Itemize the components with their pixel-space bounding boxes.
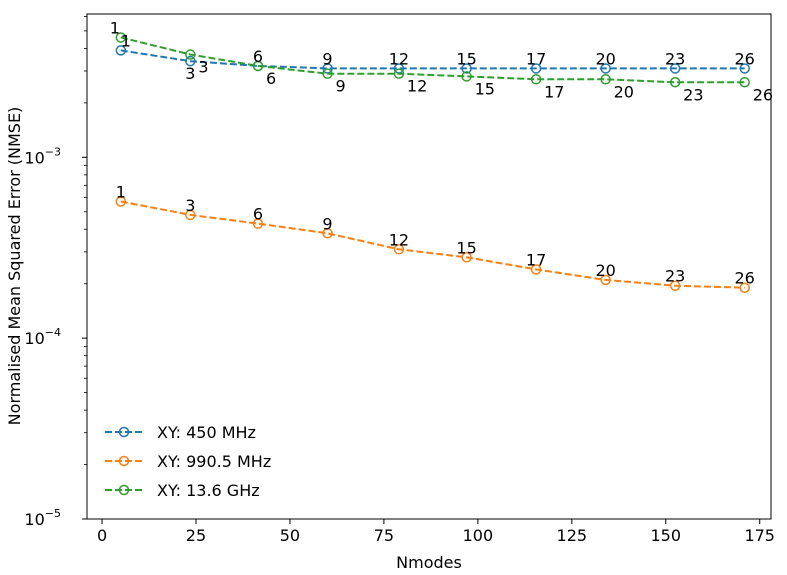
data-point <box>115 32 127 43</box>
data-point <box>393 68 405 79</box>
point-label: 3 <box>185 196 195 215</box>
y-tick-exponent: −4 <box>45 326 61 339</box>
data-point <box>252 218 264 229</box>
data-point <box>252 60 264 72</box>
point-label: 20 <box>614 82 634 101</box>
point-label: 6 <box>266 69 276 88</box>
x-tick-label: 0 <box>97 526 107 545</box>
point-label: 20 <box>595 261 615 280</box>
point-label: 1 <box>116 182 126 201</box>
x-tick-label: 125 <box>557 526 588 545</box>
legend: XY: 450 MHz XY: 990.5 MHz XY: 13.6 GHz <box>105 423 271 500</box>
y-tick-base: 10 <box>24 148 44 167</box>
x-tick-label: 100 <box>463 526 494 545</box>
data-point <box>461 63 472 74</box>
data-point <box>600 274 611 286</box>
data-point <box>115 196 127 207</box>
data-point <box>322 68 333 79</box>
point-label: 9 <box>322 49 332 68</box>
point-label: 1 <box>110 18 120 37</box>
y-tick-label: 10−5 <box>24 507 61 529</box>
series-layer <box>115 32 750 293</box>
data-point <box>739 77 750 88</box>
plot-frame <box>86 13 772 520</box>
x-axis-label: Nmodes <box>396 553 462 572</box>
point-label: 12 <box>389 49 409 68</box>
x-tick-label: 150 <box>650 526 681 545</box>
point-label: 6 <box>253 205 263 224</box>
data-point <box>739 63 750 74</box>
point-label: 6 <box>253 47 263 66</box>
data-point <box>530 74 542 85</box>
legend-label: XY: 990.5 MHz <box>157 452 271 471</box>
point-label: 26 <box>753 85 773 104</box>
point-label: 17 <box>544 82 564 101</box>
data-point <box>115 45 127 56</box>
x-tick-label: 75 <box>374 526 394 545</box>
legend-label: XY: 450 MHz <box>157 423 256 442</box>
y-tick-base: 10 <box>24 510 44 529</box>
x-tick-label: 50 <box>280 526 300 545</box>
point-label: 17 <box>526 250 546 269</box>
data-point <box>600 63 611 74</box>
point-label: 20 <box>595 49 615 68</box>
data-point <box>461 252 472 263</box>
data-point <box>530 264 542 275</box>
y-tick-label: 10−3 <box>24 145 61 167</box>
point-label: 23 <box>683 85 703 104</box>
point-label: 23 <box>665 267 685 286</box>
point-label: 12 <box>389 230 409 249</box>
point-label: 15 <box>475 79 495 98</box>
point-label: 1 <box>121 31 131 50</box>
data-point <box>185 209 196 221</box>
data-point <box>600 74 611 85</box>
data-point <box>322 228 333 239</box>
y-tick-exponent: −3 <box>45 145 61 158</box>
plot-area <box>87 14 771 519</box>
data-point <box>185 49 196 60</box>
point-label: 12 <box>407 77 427 96</box>
point-label: 15 <box>456 238 476 257</box>
y-axis-ticks: 10−510−410−3 <box>24 16 87 529</box>
series-line <box>120 36 745 84</box>
point-label: 26 <box>735 269 755 288</box>
point-label: 3 <box>185 64 195 83</box>
series-line <box>120 200 745 289</box>
x-tick-label: 25 <box>186 526 206 545</box>
point-labels-layer: 1 3 6 9 12 15 17 20 23 26 1 3 6 9 12 15 17 20 23 26 1 3 6 9 12 15… <box>110 18 773 287</box>
legend-marker <box>118 484 130 496</box>
y-axis-label: Normalised Mean Squared Error (NMSE) <box>5 107 24 426</box>
data-point <box>669 280 681 291</box>
point-label: 26 <box>735 49 755 68</box>
point-label: 17 <box>526 49 546 68</box>
point-label: 3 <box>198 58 208 77</box>
data-point <box>185 55 196 67</box>
data-point <box>669 77 681 88</box>
data-point <box>393 244 405 255</box>
series-line <box>120 49 745 70</box>
point-label: 9 <box>336 77 346 96</box>
data-point <box>530 63 542 74</box>
data-point <box>739 282 750 293</box>
y-tick-exponent: −5 <box>45 507 61 520</box>
x-axis-ticks: 0 25 50 75 100 125 150 175 <box>97 519 775 545</box>
x-tick-label: 175 <box>744 526 775 545</box>
point-label: 15 <box>456 49 476 68</box>
data-point <box>461 71 472 82</box>
legend-label: XY: 13.6 GHz <box>157 481 260 500</box>
legend-marker <box>118 426 130 438</box>
point-label: 9 <box>322 214 332 233</box>
legend-marker <box>118 455 130 467</box>
data-point <box>669 63 681 74</box>
point-label: 23 <box>665 49 685 68</box>
y-tick-label: 10−4 <box>24 326 61 348</box>
y-tick-base: 10 <box>24 329 44 348</box>
